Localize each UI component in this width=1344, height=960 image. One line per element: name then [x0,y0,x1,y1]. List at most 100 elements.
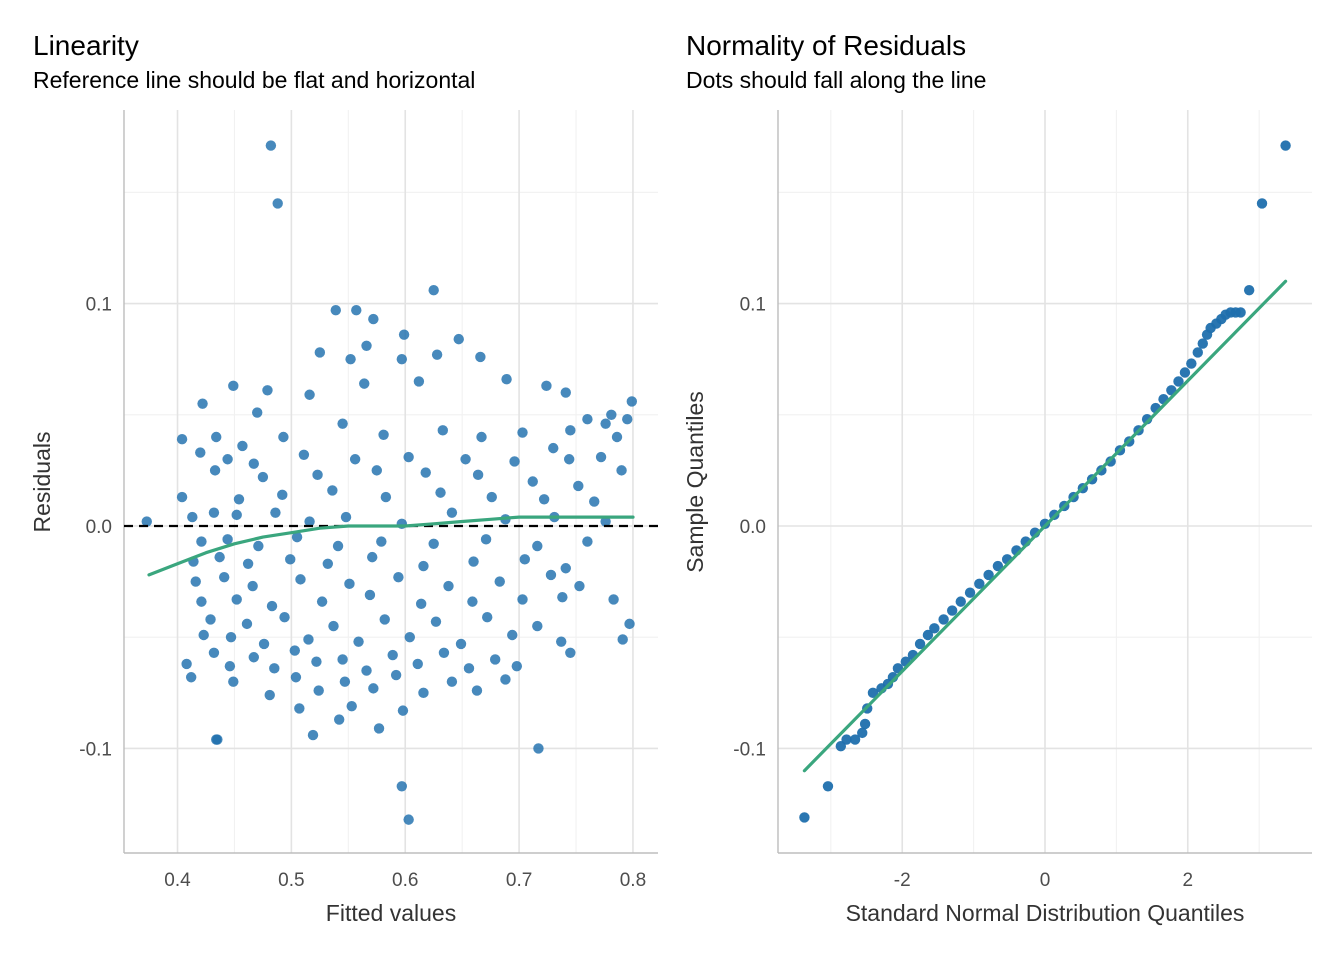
data-point [822,781,834,792]
x-tick-label: 0.5 [278,870,304,891]
normality-title: Normality of Residuals [686,30,966,61]
data-point [196,536,207,547]
data-point [396,781,408,792]
data-point [376,536,387,547]
linearity-panel: Linearity Reference line should be flat … [29,30,658,926]
data-point [379,614,390,625]
y-tick-label: 0.0 [86,517,112,538]
data-point [265,140,277,151]
data-point [509,456,520,467]
data-point [248,458,259,469]
data-point [467,596,478,607]
data-point [257,471,269,483]
data-point [351,305,362,316]
qq-reference-line [802,279,1288,773]
data-point [198,629,209,641]
data-point [390,669,402,681]
data-point [437,425,449,436]
data-point [269,663,280,674]
data-point [507,629,518,641]
data-point [141,516,152,527]
data-point [1192,347,1203,358]
data-point [303,634,314,645]
data-point [548,442,559,454]
data-point [304,516,315,527]
data-point [314,347,326,358]
data-point [393,571,404,583]
data-point [418,687,429,699]
data-point [849,734,861,745]
linearity-title: Linearity [33,30,139,61]
data-point [420,467,431,478]
data-point [453,333,464,345]
data-point [489,654,501,665]
data-point [430,616,442,627]
data-point [311,656,322,667]
data-point [337,418,348,429]
data-point [195,447,206,458]
data-point [1141,414,1153,425]
x-tick-label: 2 [1182,870,1193,891]
data-point [396,353,408,365]
y-tick-label: 0.1 [740,295,766,316]
linearity-axes [123,110,658,854]
data-point [545,569,557,581]
data-point [322,558,334,570]
data-point [404,632,415,643]
data-point [556,636,567,647]
data-point [228,380,239,392]
data-point [364,589,376,601]
data-point [482,611,493,623]
data-point [231,509,242,521]
data-point [252,407,263,418]
data-point [560,563,571,574]
data-point [242,558,254,570]
data-point [1256,198,1268,209]
x-tick-label: 0.6 [392,870,418,891]
data-point [211,431,222,443]
data-point [278,431,289,443]
data-point [983,569,994,581]
data-point [367,551,378,563]
data-point [294,703,305,714]
x-tick-label: 0.8 [620,870,646,891]
data-point [330,305,341,316]
normality-subtitle: Dots should fall along the line [686,67,986,93]
data-point [867,687,879,699]
data-point [431,349,443,360]
data-point [857,727,868,739]
data-point [573,480,584,492]
data-point [205,614,216,625]
data-point [277,489,288,501]
data-point [313,685,324,696]
data-point [929,623,940,634]
data-point [527,476,538,487]
normality-axes [777,110,1312,854]
data-point [298,449,310,461]
linearity-points [141,140,638,825]
data-point [228,676,239,687]
data-point [859,718,871,730]
data-point [1243,284,1255,296]
data-point [600,516,611,527]
y-tick-label: -0.1 [79,739,112,760]
data-point [455,638,467,650]
data-point [494,576,505,587]
data-point [241,618,253,630]
data-point [253,540,264,552]
data-point [565,647,576,658]
data-point [1186,358,1197,369]
data-point [1179,367,1191,378]
data-point [316,596,328,607]
data-point [237,440,248,452]
data-point [361,665,372,676]
data-point [582,414,593,425]
x-tick-label: 0.7 [506,870,532,891]
data-point [595,451,607,463]
data-point [398,329,410,340]
data-point [176,434,188,445]
data-point [272,198,283,209]
linearity-lines [124,515,658,577]
data-point [218,571,230,583]
